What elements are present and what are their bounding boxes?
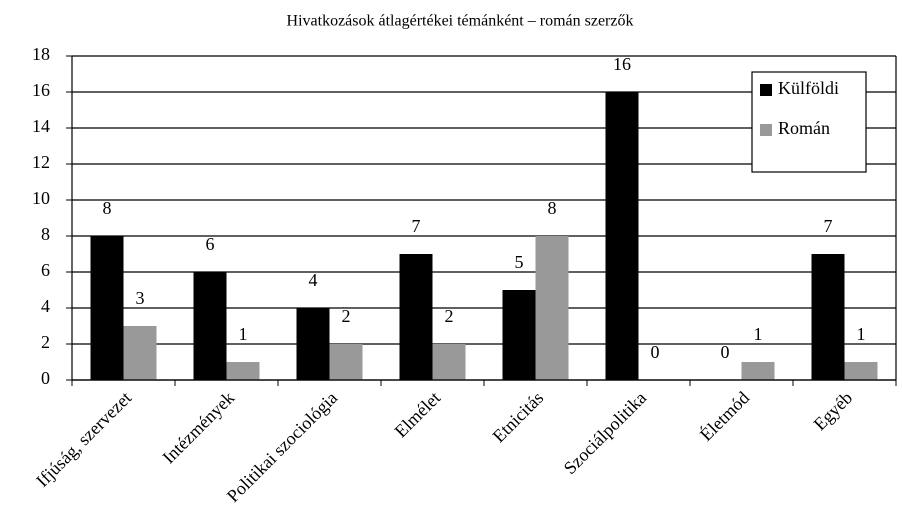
- bar: [502, 290, 536, 380]
- y-tick-label: 10: [32, 188, 50, 208]
- data-label: 5: [515, 252, 524, 272]
- data-label: 4: [309, 270, 318, 290]
- data-label: 1: [754, 324, 763, 344]
- y-tick-label: 0: [41, 368, 50, 388]
- y-tick-label: 6: [41, 260, 50, 280]
- y-tick-label: 16: [32, 80, 50, 100]
- data-label: 0: [721, 342, 730, 362]
- bar: [123, 326, 157, 380]
- data-label: 7: [412, 216, 421, 236]
- x-tick-label: Politikai szociológia: [223, 388, 341, 506]
- y-tick-label: 8: [41, 224, 50, 244]
- x-tick-label: Szociálpolitika: [560, 388, 650, 478]
- y-tick-label: 12: [32, 152, 50, 172]
- y-tick-label: 18: [32, 44, 50, 64]
- bar: [399, 254, 433, 380]
- bar: [535, 236, 569, 380]
- bar: [741, 362, 775, 380]
- data-label: 0: [651, 342, 660, 362]
- bar: [605, 92, 639, 380]
- legend-swatch: [760, 84, 772, 96]
- data-label: 2: [342, 306, 351, 326]
- x-tick-label: Életmód: [695, 387, 753, 445]
- x-tick-label: Elmélet: [391, 388, 445, 442]
- data-label: 8: [548, 198, 557, 218]
- bar: [844, 362, 878, 380]
- x-tick-label: Etnicitás: [489, 388, 548, 447]
- data-label: 8: [103, 198, 112, 218]
- bar: [90, 236, 124, 380]
- legend-label: Román: [778, 118, 830, 138]
- x-tick-label: Ifjúság, szervezet: [32, 388, 135, 491]
- bar: [811, 254, 845, 380]
- data-label: 3: [136, 288, 145, 308]
- y-tick-label: 4: [41, 296, 50, 316]
- y-tick-label: 2: [41, 332, 50, 352]
- legend-swatch: [760, 124, 772, 136]
- data-label: 1: [239, 324, 248, 344]
- data-label: 1: [857, 324, 866, 344]
- x-tick-label: Intézmények: [158, 388, 238, 468]
- x-tick-label: Egyéb: [810, 388, 857, 435]
- legend: Külföldi Román: [751, 71, 867, 173]
- data-label: 16: [613, 54, 631, 74]
- y-tick-label: 14: [32, 116, 50, 136]
- bar: [432, 344, 466, 380]
- legend-label: Külföldi: [778, 78, 839, 98]
- bar: [226, 362, 260, 380]
- chart-title: Hivatkozások átlagértékei témánként – ro…: [287, 13, 634, 30]
- data-label: 6: [206, 234, 215, 254]
- bar: [329, 344, 363, 380]
- bar: [193, 272, 227, 380]
- data-label: 2: [445, 306, 454, 326]
- data-label: 7: [824, 216, 833, 236]
- bar: [296, 308, 330, 380]
